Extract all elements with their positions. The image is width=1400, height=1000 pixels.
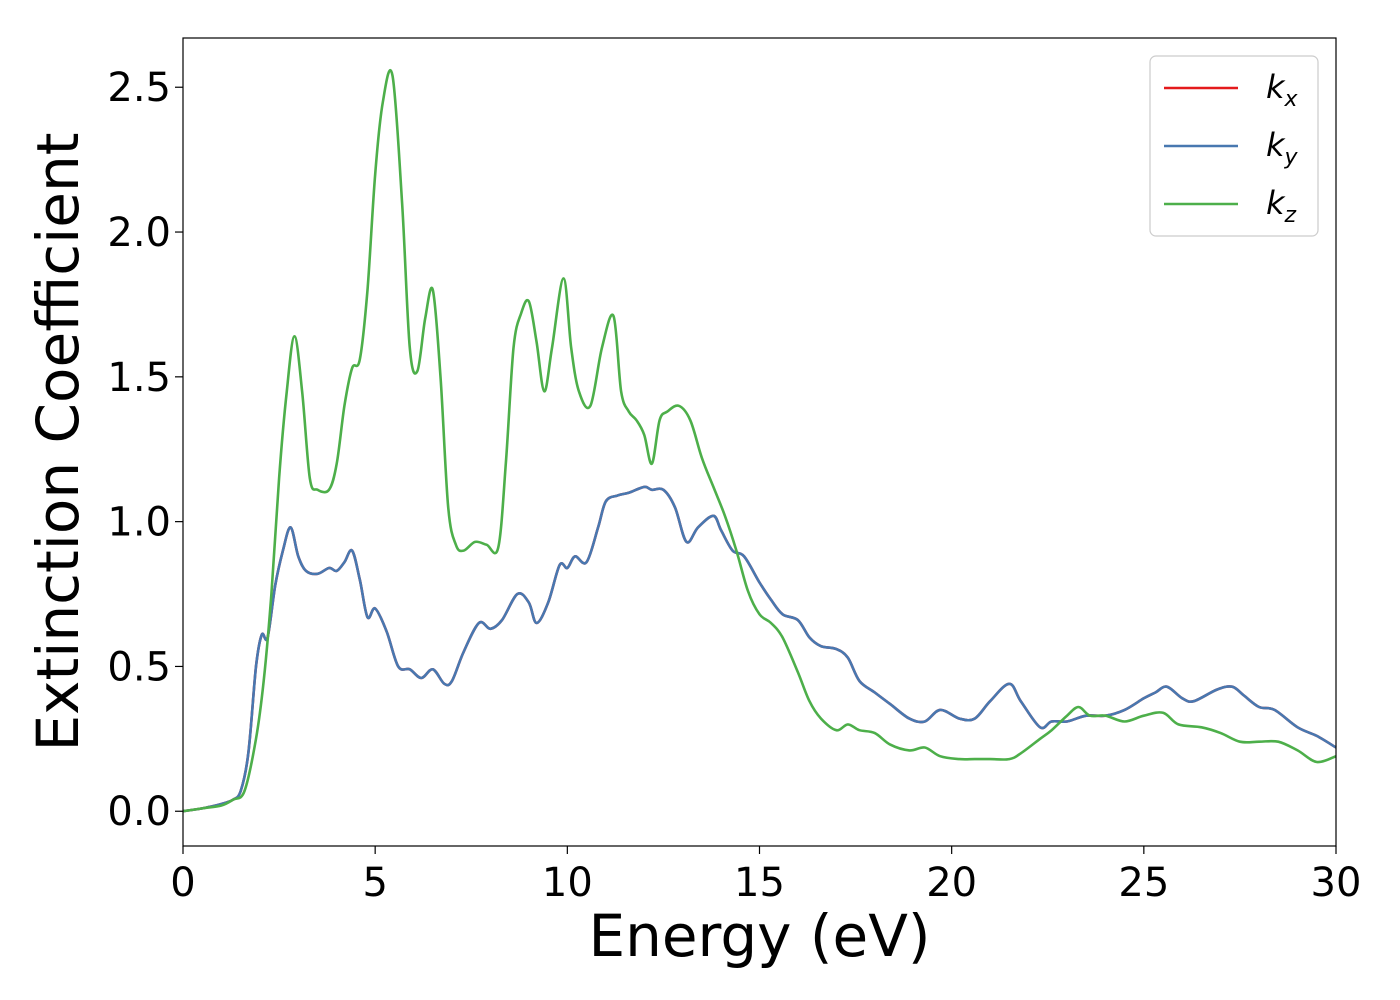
y-tick-label: 0.5 (107, 644, 171, 690)
y-tick-label: 1.0 (107, 500, 171, 546)
legend-label-z: kz (1266, 184, 1297, 228)
x-axis-title: Energy (eV) (588, 902, 930, 970)
series-line-y (182, 485, 1337, 813)
legend-label-subscript: x (1284, 87, 1299, 112)
x-tick-label: 25 (1118, 860, 1169, 906)
x-tick-label: 10 (542, 860, 593, 906)
x-axis-ticks: 0 5 10 15 20 25 30 (170, 846, 1361, 906)
x-tick-label: 0 (170, 860, 195, 906)
legend-label-base: k (1266, 126, 1286, 164)
series-line-z (182, 68, 1337, 813)
y-tick-label: 2.0 (107, 210, 171, 256)
series-lines (182, 68, 1337, 813)
legend-label-base: k (1266, 184, 1286, 222)
y-tick-label: 1.5 (107, 355, 171, 401)
legend-label-subscript: z (1284, 203, 1297, 228)
y-axis-title: Extinction Coefficient (24, 133, 92, 752)
legend-label-x: kx (1266, 68, 1299, 112)
legend-label-y: ky (1266, 126, 1299, 170)
x-tick-label: 30 (1311, 860, 1362, 906)
y-tick-label: 2.5 (107, 65, 171, 111)
legend-label-base: k (1266, 68, 1286, 106)
x-tick-label: 20 (926, 860, 977, 906)
x-tick-label: 15 (734, 860, 785, 906)
legend-label-subscript: y (1284, 145, 1299, 170)
x-tick-label: 5 (362, 860, 387, 906)
y-tick-label: 0.0 (107, 789, 171, 835)
y-axis-ticks: 0.0 0.5 1.0 1.5 2.0 2.5 (107, 65, 183, 835)
